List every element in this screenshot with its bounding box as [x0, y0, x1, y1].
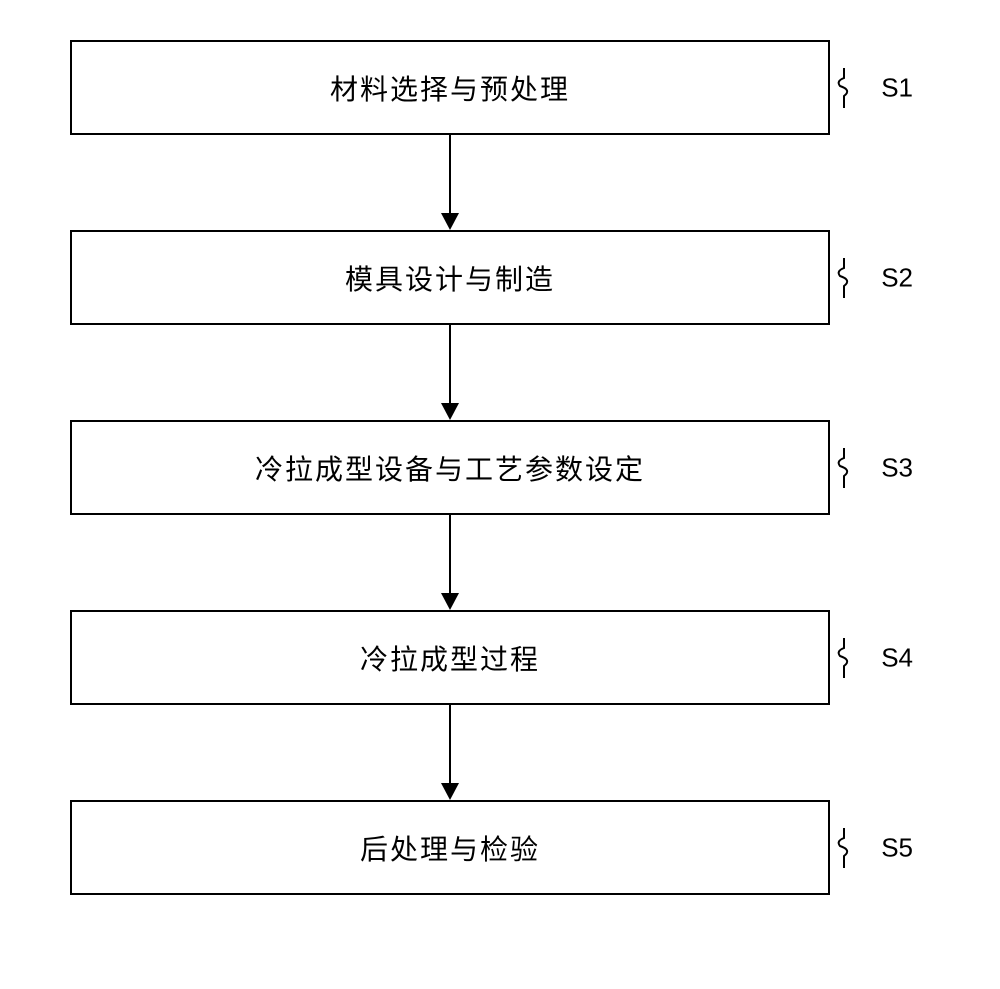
step-label-1: S1 — [881, 72, 913, 103]
step-box-3: 冷拉成型设备与工艺参数设定 S3 — [70, 420, 830, 515]
step-label-2: S2 — [881, 262, 913, 293]
arrow-2 — [70, 325, 830, 420]
arrow-down-icon — [435, 135, 465, 230]
squiggle-icon — [832, 258, 856, 298]
arrow-4 — [70, 705, 830, 800]
step-label-5: S5 — [881, 832, 913, 863]
step-text-4: 冷拉成型过程 — [360, 638, 540, 678]
flowchart: 材料选择与预处理 S1 模具设计与制造 S2 冷拉成型设备与工艺参数设定 S3 — [70, 40, 930, 895]
arrow-down-icon — [435, 515, 465, 610]
step-label-3: S3 — [881, 452, 913, 483]
step-label-4: S4 — [881, 642, 913, 673]
squiggle-icon — [832, 828, 856, 868]
step-text-3: 冷拉成型设备与工艺参数设定 — [255, 448, 645, 488]
arrow-1 — [70, 135, 830, 230]
step-box-2: 模具设计与制造 S2 — [70, 230, 830, 325]
step-text-2: 模具设计与制造 — [345, 258, 555, 298]
arrow-down-icon — [435, 325, 465, 420]
squiggle-icon — [832, 638, 856, 678]
step-box-1: 材料选择与预处理 S1 — [70, 40, 830, 135]
squiggle-icon — [832, 68, 856, 108]
arrow-down-icon — [435, 705, 465, 800]
step-box-5: 后处理与检验 S5 — [70, 800, 830, 895]
arrow-3 — [70, 515, 830, 610]
step-text-5: 后处理与检验 — [360, 828, 540, 868]
squiggle-icon — [832, 448, 856, 488]
step-box-4: 冷拉成型过程 S4 — [70, 610, 830, 705]
step-text-1: 材料选择与预处理 — [330, 68, 570, 108]
